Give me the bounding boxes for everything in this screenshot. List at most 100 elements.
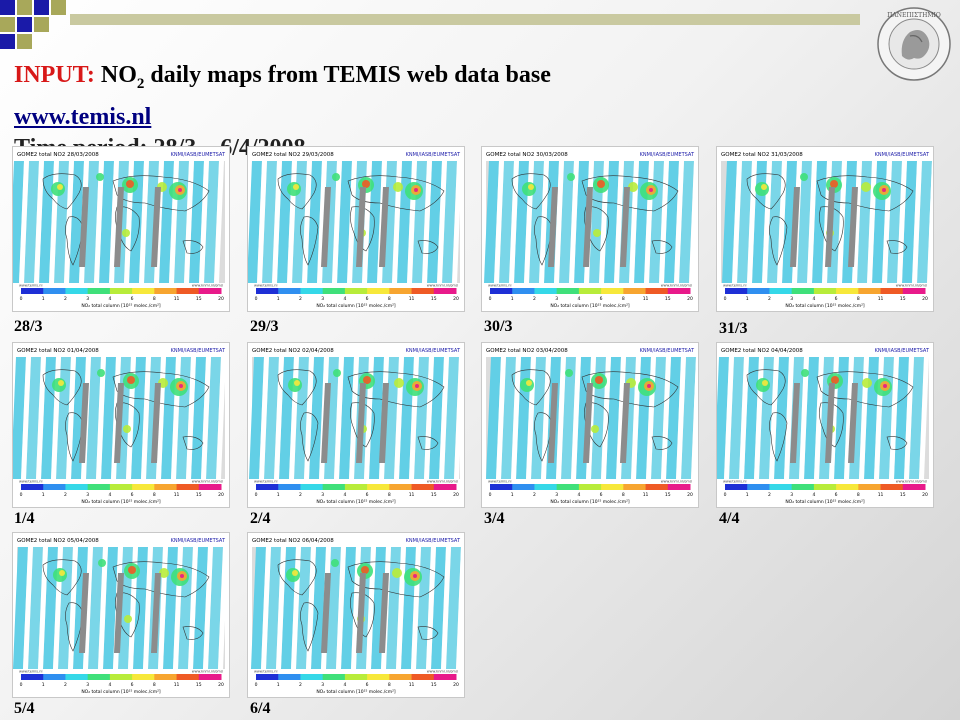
- colorbar-title: NO₂ total column [10¹⁵ molec./cm²]: [785, 303, 865, 309]
- temis-link[interactable]: www.temis.nl: [14, 104, 152, 130]
- satellite-swaths: [486, 357, 698, 479]
- map-product-label: GOME2 total NO2 31/03/2008: [721, 152, 803, 158]
- map-footer-right: www.knmi.nl/omi/: [427, 670, 459, 674]
- colorbar-tick-label: 6: [366, 296, 369, 302]
- colorbar-tick-label: 8: [153, 492, 156, 498]
- colorbar: 0 1 2 3 4 6 8 11 15 20 NO₂ total column [10¹⁵ mole…: [489, 288, 693, 309]
- colorbar-tick-label: 0: [724, 492, 727, 498]
- colorbar-tick-label: 11: [409, 492, 415, 498]
- map-footer-right: www.knmi.nl/omi/: [896, 480, 928, 484]
- colorbar-tick-label: 4: [343, 682, 346, 688]
- colorbar-tick-label: 4: [343, 492, 346, 498]
- colorbar-tick-label: 4: [577, 492, 580, 498]
- map-footer-left: www.temis.nl: [19, 670, 42, 674]
- map-product-label: GOME2 total NO2 04/04/2008: [721, 348, 803, 354]
- no2-map-8: GOME2 total NO2 04/04/2008 KNMI/IASB/EUME…: [716, 342, 934, 508]
- title-rest: daily maps from TEMIS web data base: [150, 62, 551, 88]
- no2-map-3: GOME2 total NO2 30/03/2008 KNMI/IASB/EUME…: [481, 146, 699, 312]
- colorbar-title: NO₂ total column [10¹⁵ molec./cm²]: [785, 499, 865, 505]
- no2-map-6: GOME2 total NO2 02/04/2008 KNMI/IASB/EUME…: [247, 342, 465, 508]
- colorbar-tick-label: 4: [812, 296, 815, 302]
- colorbar-tick-label: 2: [533, 492, 536, 498]
- colorbar-tick-label: 2: [533, 296, 536, 302]
- colorbar-tick-label: 2: [299, 682, 302, 688]
- colorbar-tick-label: 20: [453, 492, 459, 498]
- map-footer-right: www.knmi.nl/omi/: [192, 284, 224, 288]
- colorbar-tick-label: 0: [489, 492, 492, 498]
- no2-hotspots: [522, 173, 658, 237]
- map-credit-label: KNMI/IASB/EUMETSAT: [875, 152, 930, 158]
- colorbar-tick-label: 1: [277, 682, 280, 688]
- colorbar-tick-label: 4: [108, 492, 111, 498]
- colorbar-tick-label: 0: [20, 296, 23, 302]
- colorbar-tick-label: 3: [86, 296, 89, 302]
- colorbar-tick-label: 1: [42, 296, 45, 302]
- map-footer-left: www.temis.nl: [254, 670, 277, 674]
- map-caption: 3/4: [484, 510, 505, 527]
- map-footer-right: www.knmi.nl/omi/: [896, 284, 928, 288]
- colorbar-tick-label: 1: [511, 492, 514, 498]
- colorbar-tick-label: 8: [622, 492, 625, 498]
- map-footer-left: www.temis.nl: [723, 480, 746, 484]
- colorbar-tick-label: 1: [277, 492, 280, 498]
- colorbar-tick-label: 2: [768, 296, 771, 302]
- satellite-swaths: [13, 357, 226, 479]
- colorbar-title: NO₂ total column [10¹⁵ molec./cm²]: [81, 499, 161, 505]
- colorbar-tick-label: 2: [64, 682, 67, 688]
- continent-outlines: [277, 369, 445, 462]
- colorbar-tick-label: 1: [511, 296, 514, 302]
- missing-data-strips: [321, 187, 389, 267]
- colorbar-tick-label: 6: [366, 492, 369, 498]
- colorbar-tick-label: 8: [153, 296, 156, 302]
- colorbar-tick-label: 20: [922, 492, 928, 498]
- colorbar-tick-label: 0: [255, 492, 258, 498]
- colorbar: 0 1 2 3 4 6 8 11 15 20 NO₂ total column [10¹⁵ mole…: [255, 484, 459, 505]
- missing-data-strips: [790, 383, 858, 463]
- map-caption: 6/4: [250, 700, 271, 717]
- no2-map-2: GOME2 total NO2 29/03/2008 KNMI/IASB/EUME…: [247, 146, 465, 312]
- colorbar-tick-label: 3: [321, 296, 324, 302]
- title-main: NO: [100, 62, 137, 88]
- map-credit-label: KNMI/IASB/EUMETSAT: [406, 152, 461, 158]
- colorbar-tick-label: 11: [174, 492, 180, 498]
- colorbar-tick-label: 20: [218, 296, 224, 302]
- colorbar-tick-label: 11: [174, 296, 180, 302]
- colorbar-tick-label: 11: [878, 296, 884, 302]
- missing-data-strips: [79, 573, 161, 653]
- no2-hotspots: [51, 173, 187, 237]
- university-seal-icon: ΠΑΝΕΠΙΣΤΗΜΙΟ: [877, 7, 951, 81]
- map-credit-label: KNMI/IASB/EUMETSAT: [171, 348, 226, 354]
- colorbar: 0 1 2 3 4 6 8 11 15 20 NO₂ total column [10¹⁵ mole…: [724, 288, 928, 309]
- colorbar-tick-label: 11: [643, 296, 649, 302]
- map-footer-left: www.temis.nl: [723, 284, 746, 288]
- colorbar: 0 1 2 3 4 6 8 11 15 20 NO₂ total column [10¹⁵ mole…: [489, 484, 693, 505]
- missing-data-strips: [321, 573, 389, 653]
- colorbar-tick-label: 11: [643, 492, 649, 498]
- colorbar-tick-label: 2: [299, 492, 302, 498]
- colorbar-tick-label: 4: [577, 296, 580, 302]
- colorbar-tick-label: 20: [453, 682, 459, 688]
- map-product-label: GOME2 total NO2 03/04/2008: [486, 348, 568, 354]
- colorbar-tick-label: 8: [622, 296, 625, 302]
- map-product-label: GOME2 total NO2 01/04/2008: [17, 348, 99, 354]
- map-product-label: GOME2 total NO2 28/03/2008: [17, 152, 99, 158]
- colorbar-tick-label: 3: [790, 296, 793, 302]
- map-caption: 2/4: [250, 510, 271, 527]
- colorbar-tick-label: 1: [277, 296, 280, 302]
- colorbar-tick-label: 15: [196, 296, 202, 302]
- colorbar-tick-label: 1: [746, 492, 749, 498]
- colorbar-tick-label: 15: [900, 492, 906, 498]
- colorbar-tick-label: 1: [42, 682, 45, 688]
- map-caption: 29/3: [250, 318, 279, 335]
- map-footer-right: www.knmi.nl/omi/: [427, 284, 459, 288]
- colorbar-tick-label: 0: [20, 492, 23, 498]
- colorbar-tick-label: 6: [600, 296, 603, 302]
- colorbar-tick-label: 11: [409, 296, 415, 302]
- missing-data-strips: [79, 187, 161, 267]
- map-caption: 28/3: [14, 318, 43, 335]
- map-credit-label: KNMI/IASB/EUMETSAT: [406, 348, 461, 354]
- map-credit-label: KNMI/IASB/EUMETSAT: [171, 538, 226, 544]
- colorbar-tick-label: 4: [343, 296, 346, 302]
- colorbar-tick-label: 6: [131, 682, 134, 688]
- colorbar-tick-label: 6: [366, 682, 369, 688]
